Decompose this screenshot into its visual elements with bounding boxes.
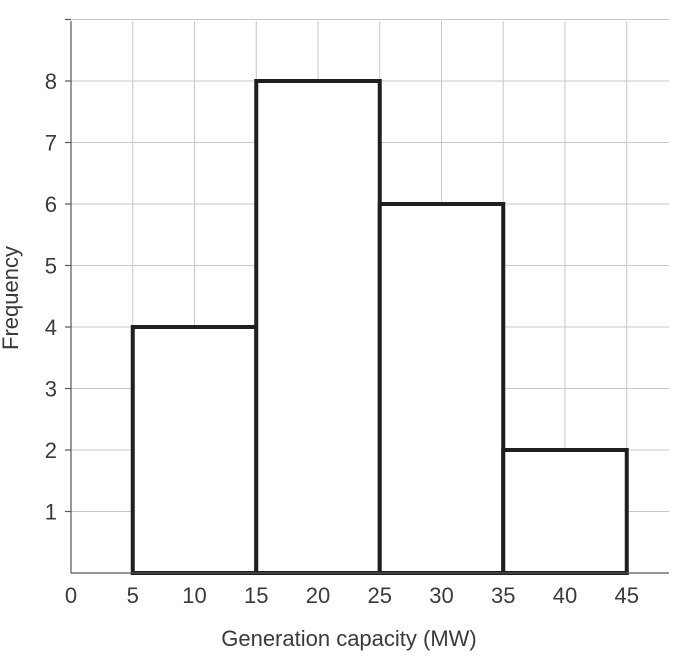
bar-15-25: [254, 79, 382, 575]
y-tick-label-7: 7: [45, 131, 57, 156]
y-tick-label-1: 1: [45, 500, 57, 525]
x-tick-label-0: 0: [65, 583, 77, 608]
y-axis-title: Frequency: [0, 246, 23, 350]
x-axis-title: Generation capacity (MW): [221, 626, 477, 651]
bar-5-15: [130, 325, 259, 575]
x-tick-label-10: 10: [182, 583, 206, 608]
x-tick-label-15: 15: [244, 583, 268, 608]
x-tick-label-40: 40: [553, 583, 577, 608]
bar-25-35: [377, 202, 506, 575]
x-tick-label-30: 30: [429, 583, 453, 608]
x-tick-label-25: 25: [368, 583, 392, 608]
y-tick-label-6: 6: [45, 192, 57, 217]
axes: [65, 18, 669, 574]
y-tick-label-8: 8: [45, 69, 57, 94]
bar-35-45: [501, 448, 629, 575]
y-tick-label-3: 3: [45, 377, 57, 402]
y-tick-label-5: 5: [45, 254, 57, 279]
x-tick-label-20: 20: [306, 583, 330, 608]
x-tick-label-45: 45: [615, 583, 639, 608]
x-tick-label-5: 5: [127, 583, 139, 608]
x-tick-label-35: 35: [491, 583, 515, 608]
y-tick-label-4: 4: [45, 315, 57, 340]
bars: [130, 79, 629, 575]
y-tick-label-2: 2: [45, 438, 57, 463]
